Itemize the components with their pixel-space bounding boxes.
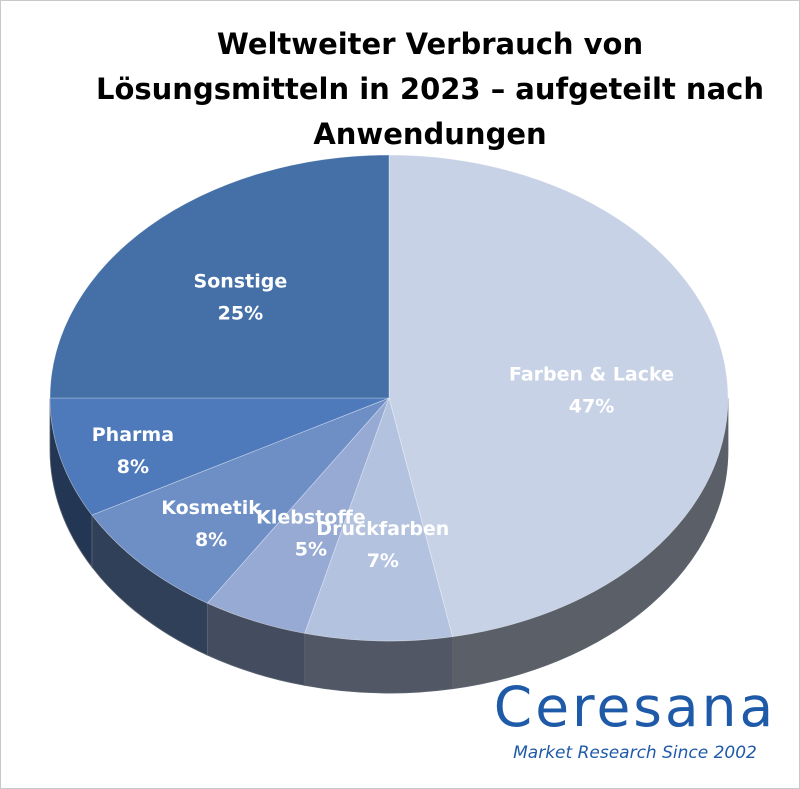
- logo-tagline: Market Research Since 2002: [513, 743, 757, 763]
- slice-name-label: Kosmetik: [161, 497, 261, 519]
- slice-value-label: 5%: [295, 538, 327, 560]
- pie-labels-group: Farben & Lacke 47% Druckfarben 7%Klebstoffe…: [92, 270, 674, 571]
- logo-name: Ceresana: [493, 675, 777, 739]
- chart-title-line-1: Weltweiter Verbrauch von: [216, 27, 644, 61]
- pie-side-2: [304, 632, 453, 694]
- chart-title-line-2: Lösungsmitteln in 2023 – aufgeteilt nach: [96, 72, 764, 106]
- slice-value-label: 8%: [195, 529, 227, 551]
- pie-slice-kosmetik: [91, 397, 390, 604]
- slice-name-label: Klebstoffe: [256, 506, 365, 528]
- pie-side-group: [49, 397, 729, 694]
- pie-slice-sonstige: [49, 154, 390, 399]
- slice-value-label: 8%: [117, 456, 149, 478]
- pie-top-group: [49, 154, 729, 642]
- slice-value-label: 7%: [367, 550, 399, 572]
- slice-name-label: Druckfarben: [316, 518, 449, 540]
- slice-value-label: 47%: [569, 395, 614, 417]
- slice-value-label: 25%: [218, 302, 263, 324]
- pie-slice-pharma: [49, 397, 390, 516]
- slice-name-label: Pharma: [92, 424, 174, 446]
- slice-name-label: Farben & Lacke: [509, 363, 674, 385]
- pie-slice-druckfarben: [304, 396, 453, 642]
- ceresana-logo: Ceresana Market Research Since 2002: [490, 676, 780, 764]
- pie-slice-farben-lacke: [388, 154, 729, 638]
- chart-title: Weltweiter Verbrauch von Lösungsmitteln …: [60, 22, 800, 157]
- chart-title-line-3: Anwendungen: [313, 117, 547, 151]
- slice-name-label: Sonstige: [194, 270, 288, 292]
